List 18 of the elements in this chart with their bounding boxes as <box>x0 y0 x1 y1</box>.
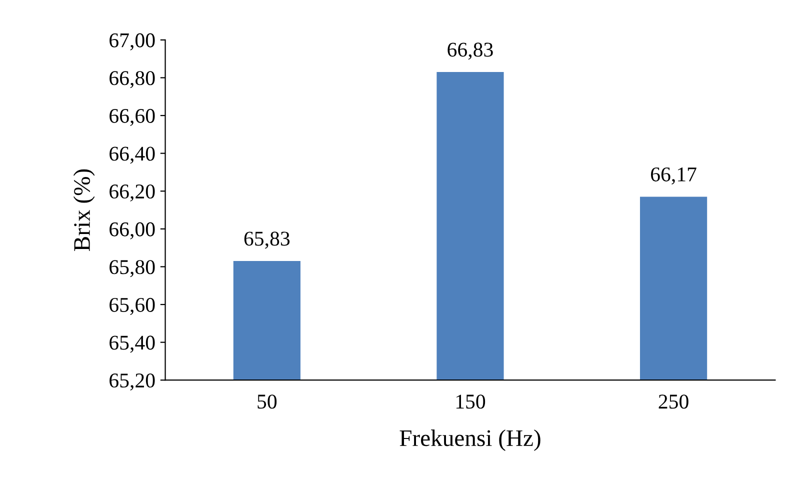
y-tick-label: 66,40 <box>110 146 155 164</box>
data-label: 65,83 <box>244 232 290 249</box>
y-tick-label: 65,80 <box>110 260 155 278</box>
y-tick-label: 65,60 <box>110 298 155 315</box>
y-tick-label: 66,20 <box>110 184 155 202</box>
x-axis-title: Frekuensi (Hz) <box>400 430 540 451</box>
y-tick-label: 66,60 <box>110 108 155 126</box>
data-label: 66,83 <box>448 42 493 60</box>
y-tick-label: 67,00 <box>110 33 155 50</box>
x-tick-label: 250 <box>658 394 688 409</box>
y-tick-label: 65,40 <box>110 336 155 353</box>
x-tick-label: 150 <box>456 394 486 409</box>
y-tick-label: 66,80 <box>110 71 155 88</box>
y-tick-label: 66,00 <box>110 222 155 240</box>
y-tick-label: 65,20 <box>110 373 155 391</box>
y-axis-title: Brix (%) <box>73 169 95 251</box>
data-label: 66,17 <box>651 167 696 184</box>
x-tick-label: 50 <box>258 394 277 409</box>
